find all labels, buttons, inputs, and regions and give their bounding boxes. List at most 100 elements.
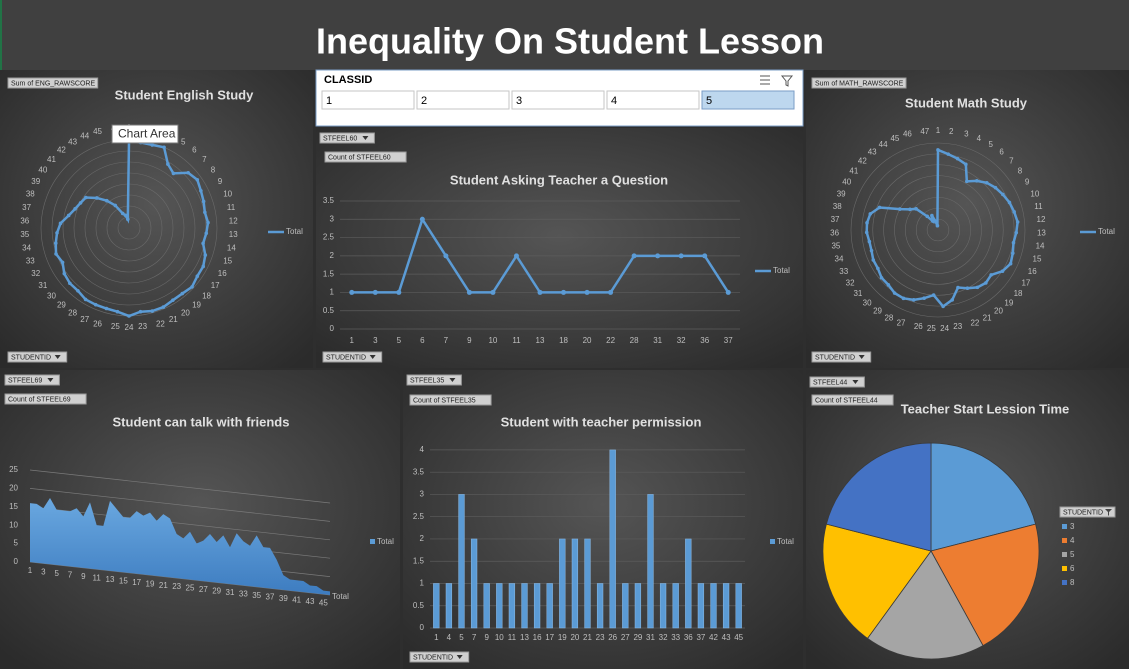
category-label: 10 xyxy=(1030,190,1039,199)
category-label: 29 xyxy=(873,307,882,316)
slicer-button[interactable] xyxy=(416,90,510,110)
radar-ring xyxy=(850,142,1026,318)
slicer-item[interactable]: 5 xyxy=(701,90,795,110)
field-button-box[interactable] xyxy=(811,77,907,89)
slicer-button[interactable] xyxy=(701,90,795,110)
field-button-label: STFEEL35 xyxy=(410,377,444,384)
dropdown-arrow[interactable] xyxy=(47,378,54,382)
multi-select-icon[interactable] xyxy=(760,75,770,85)
field-button-box[interactable] xyxy=(409,651,470,663)
field-button[interactable]: Sum of MATH_RAWSCORE xyxy=(811,77,907,89)
category-label: 21 xyxy=(983,313,992,322)
field-button-box[interactable] xyxy=(7,351,68,363)
area xyxy=(30,497,330,595)
field-button[interactable]: Sum of ENG_RAWSCORE xyxy=(7,77,99,89)
field-button[interactable]: STUDENTID xyxy=(811,351,872,363)
radar-point xyxy=(171,171,176,176)
category-label: 23 xyxy=(138,322,147,331)
field-button-box[interactable] xyxy=(324,151,407,163)
legend-label: Total xyxy=(286,227,303,236)
field-button[interactable]: STUDENTID xyxy=(409,651,470,663)
field-button[interactable]: STFEEL60 xyxy=(319,132,375,144)
slicer[interactable]: CLASSID 1 2 3 4 5 xyxy=(315,69,804,127)
bar xyxy=(546,583,553,629)
category-label: 34 xyxy=(835,254,844,263)
category-label: 24 xyxy=(940,324,949,333)
line-point xyxy=(466,289,472,295)
dropdown-arrow[interactable] xyxy=(456,655,463,659)
dropdown-arrow[interactable] xyxy=(858,355,865,359)
field-button-box[interactable] xyxy=(406,374,462,386)
field-button[interactable]: STFEEL69 xyxy=(4,374,60,386)
x-tick-label: 11 xyxy=(512,336,521,345)
x-tick-label: 29 xyxy=(633,633,642,642)
radar-point xyxy=(206,220,210,225)
x-tick-label: 33 xyxy=(671,633,680,642)
legend-label: Total xyxy=(377,537,394,546)
clear-filter-icon[interactable] xyxy=(780,75,794,87)
slicer-icons[interactable] xyxy=(760,75,794,87)
radar-point xyxy=(950,298,955,302)
radar-point xyxy=(975,285,980,290)
dropdown-arrow[interactable] xyxy=(369,355,376,359)
slicer-item[interactable]: 4 xyxy=(606,90,700,110)
field-button-box[interactable] xyxy=(4,374,60,386)
category-label: 26 xyxy=(914,322,923,331)
category-label: 10 xyxy=(223,190,232,199)
dropdown-arrow[interactable] xyxy=(852,380,859,384)
dropdown-arrow[interactable] xyxy=(54,355,61,359)
legend-swatch xyxy=(1062,566,1067,571)
radar-point xyxy=(190,285,194,289)
radar-point xyxy=(922,296,926,301)
x-tick-label: 9 xyxy=(467,336,472,345)
radar-point xyxy=(138,309,143,314)
slicer-item[interactable]: 2 xyxy=(416,90,510,110)
field-button-box[interactable] xyxy=(811,394,894,406)
field-button-label: STUDENTID xyxy=(815,354,855,361)
field-button-box[interactable] xyxy=(319,132,375,144)
field-button-box[interactable] xyxy=(322,351,383,363)
field-button[interactable]: STUDENTID xyxy=(7,351,68,363)
slicer-button[interactable] xyxy=(321,90,415,110)
category-label: 3 xyxy=(964,130,969,139)
bar xyxy=(685,538,692,629)
radar-point xyxy=(965,286,970,291)
dropdown-arrow[interactable] xyxy=(362,136,369,140)
slicer-item[interactable]: 1 xyxy=(321,90,415,110)
field-button[interactable]: Count of STFEEL35 xyxy=(409,394,492,406)
field-button[interactable]: STFEEL44 xyxy=(809,376,865,388)
category-label: 22 xyxy=(156,319,165,328)
radar-point xyxy=(964,162,968,167)
legend-label: 5 xyxy=(1070,550,1075,559)
field-button-box[interactable] xyxy=(809,376,865,388)
pie-slice xyxy=(866,550,984,660)
category-label: 43 xyxy=(868,147,877,156)
field-button[interactable]: Count of STFEEL60 xyxy=(324,151,407,163)
radar-point xyxy=(1001,192,1005,197)
radar-point xyxy=(869,248,874,253)
field-button[interactable]: STUDENTID xyxy=(322,351,383,363)
slicer-item[interactable]: 3 xyxy=(511,90,605,110)
legend-title-button[interactable]: STUDENTID xyxy=(1059,506,1116,518)
legend-title-box[interactable] xyxy=(1059,506,1116,518)
line-point xyxy=(349,289,355,295)
legend-swatch xyxy=(1062,538,1067,543)
radar-point xyxy=(95,196,99,200)
filter-icon[interactable] xyxy=(1105,509,1112,516)
radar-point xyxy=(877,205,882,210)
slicer-button[interactable] xyxy=(511,90,605,110)
x-tick-label: 9 xyxy=(484,633,489,642)
dropdown-arrow[interactable] xyxy=(449,378,456,382)
field-button-box[interactable] xyxy=(4,393,87,405)
field-button[interactable]: STFEEL35 xyxy=(406,374,462,386)
field-button[interactable]: Count of STFEEL69 xyxy=(4,393,87,405)
field-button[interactable]: Count of STFEEL44 xyxy=(811,394,894,406)
x-tick-label: 25 xyxy=(186,584,195,593)
radar-point xyxy=(984,181,989,185)
radar-point xyxy=(66,213,71,218)
field-button-box[interactable] xyxy=(7,77,99,89)
field-button-box[interactable] xyxy=(811,351,872,363)
x-tick-label: 17 xyxy=(132,578,141,587)
field-button-box[interactable] xyxy=(409,394,492,406)
slicer-button[interactable] xyxy=(606,90,700,110)
